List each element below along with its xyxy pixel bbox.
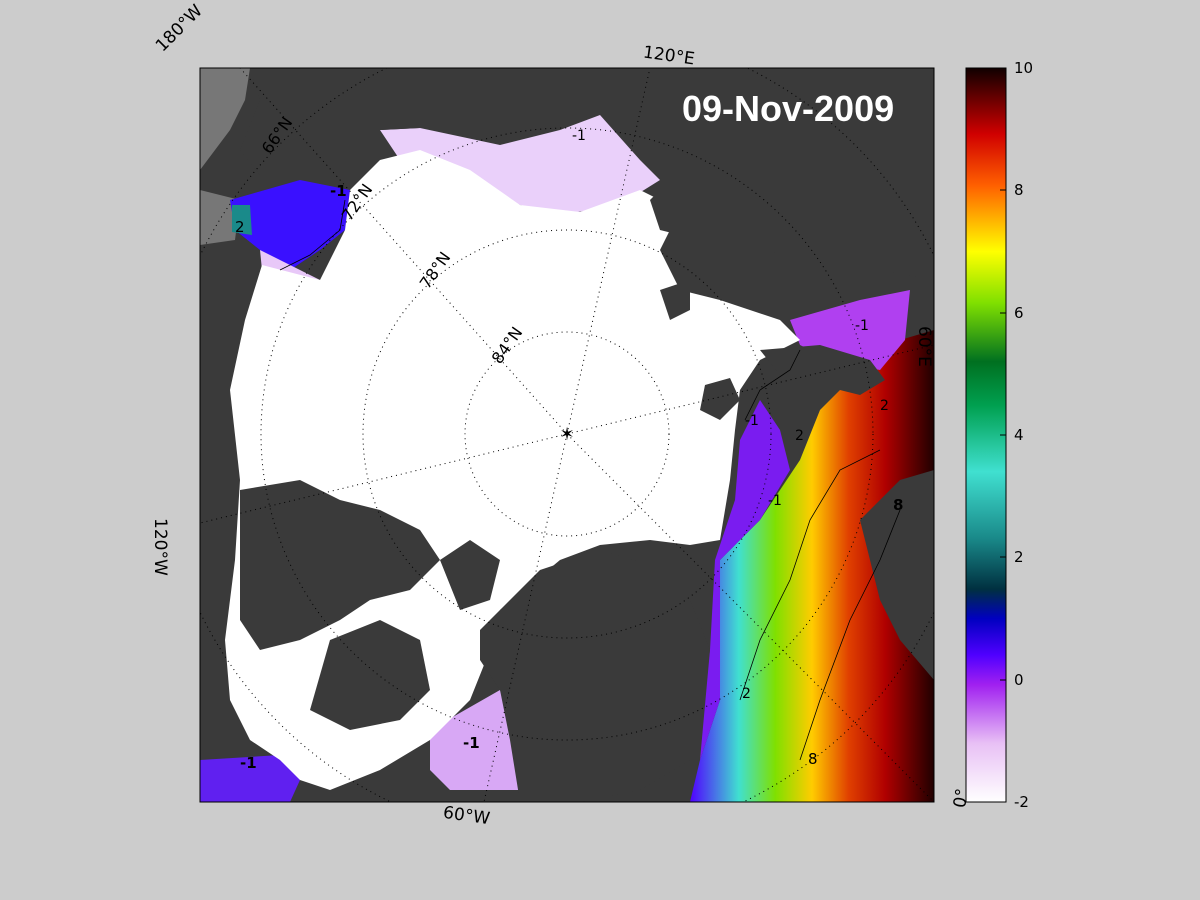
contour-label: 2 bbox=[742, 686, 751, 702]
date-title: 09-Nov-2009 bbox=[682, 88, 895, 129]
colorbar-tick-label: 8 bbox=[1014, 181, 1024, 199]
contour-label: 2 bbox=[235, 218, 245, 236]
lon-label-120w: 120°W bbox=[150, 518, 170, 576]
map-panel bbox=[200, 68, 934, 802]
contour-label: -1 bbox=[463, 734, 480, 752]
scandinavia bbox=[860, 470, 934, 680]
contour-label: -1 bbox=[572, 128, 586, 144]
map-border bbox=[199, 67, 935, 803]
lon-label-60e: 60°E bbox=[914, 326, 934, 367]
atlantic-warm-water bbox=[690, 330, 934, 802]
colorbar-tick-label: 6 bbox=[1014, 304, 1024, 322]
contour-label: 8 bbox=[893, 496, 903, 514]
contour-label: 2 bbox=[795, 428, 804, 444]
greenland bbox=[480, 550, 710, 802]
graticule bbox=[200, 68, 934, 802]
alaska bbox=[240, 68, 420, 175]
contour-label: -1 bbox=[768, 493, 782, 509]
colorbar-ticks bbox=[1000, 67, 1006, 803]
contour-label: -1 bbox=[745, 413, 759, 429]
colorbar bbox=[965, 67, 1007, 803]
siberia bbox=[600, 68, 934, 280]
contour-label: 8 bbox=[808, 750, 818, 768]
contour-label: -1 bbox=[855, 318, 869, 334]
bering-cold-water bbox=[230, 180, 350, 270]
colorbar-tick-label: -2 bbox=[1014, 793, 1029, 811]
colorbar-tick-label: 4 bbox=[1014, 426, 1024, 444]
contour-label: 2 bbox=[880, 398, 889, 414]
lon-label-0: 0° bbox=[950, 786, 974, 810]
colorbar-tick-label: 10 bbox=[1014, 59, 1034, 77]
colorbar-tick-label: 0 bbox=[1014, 671, 1024, 689]
colorbar-tick-label: 2 bbox=[1014, 548, 1024, 566]
contour-label: -1 bbox=[330, 182, 347, 200]
north-pole-marker: ✶ bbox=[559, 424, 574, 445]
contour-label: -1 bbox=[240, 754, 257, 772]
